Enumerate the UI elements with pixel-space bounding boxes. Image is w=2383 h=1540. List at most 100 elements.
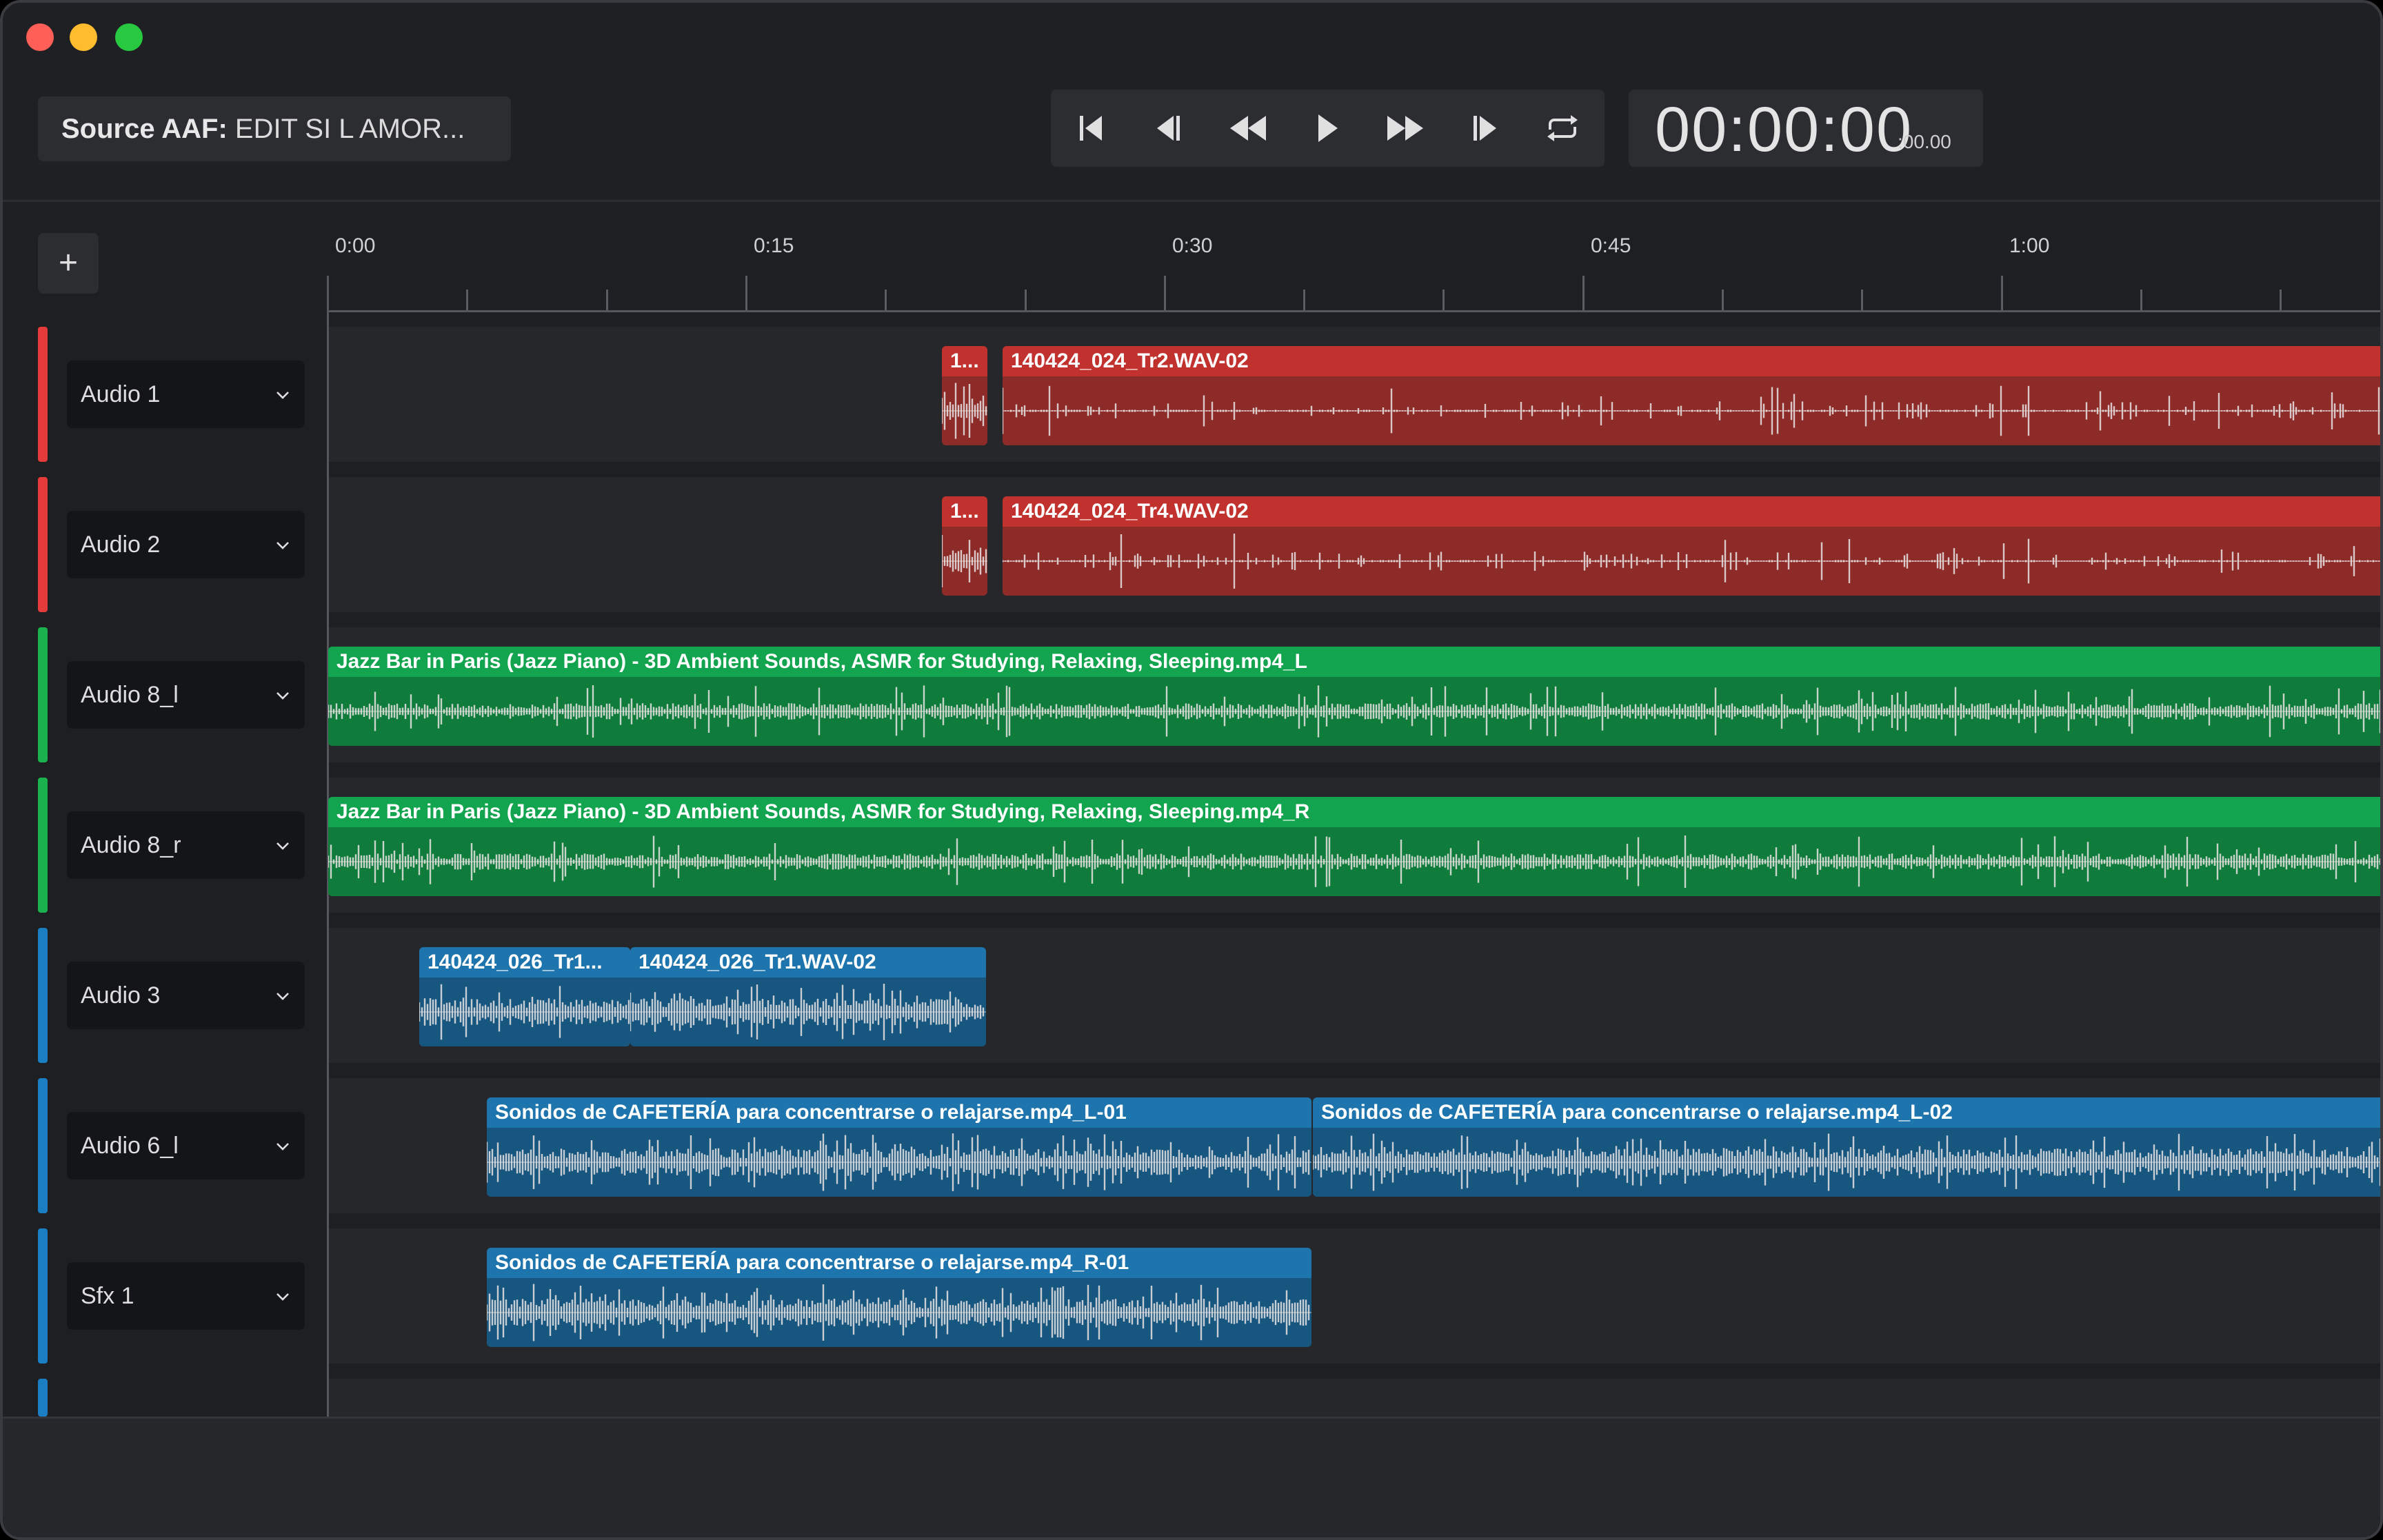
audio-clip[interactable]: 140424_024_Tr2.WAV-02 xyxy=(1003,346,2380,445)
ruler-major-tick xyxy=(745,276,747,312)
timecode-display: 00:00:00 :00.00 xyxy=(1629,90,1983,167)
step-back-icon xyxy=(1157,116,1180,141)
chevron-down-icon xyxy=(276,392,289,399)
play-button[interactable] xyxy=(1306,108,1347,149)
add-track-button[interactable]: + xyxy=(38,233,99,294)
ruler-minor-tick xyxy=(466,290,469,312)
track-color-indicator xyxy=(38,928,48,1063)
ruler-minor-tick xyxy=(2280,290,2282,312)
ruler-minor-tick xyxy=(1722,290,1724,312)
clip-label: 140424_024_Tr4.WAV-02 xyxy=(1003,496,2380,527)
audio-clip[interactable]: Jazz Bar in Paris (Jazz Piano) - 3D Ambi… xyxy=(328,647,2380,746)
track-name-dropdown[interactable]: Audio 3 xyxy=(67,962,305,1029)
ruler-label: 1:00 xyxy=(2009,234,2050,257)
ruler-minor-tick xyxy=(1024,290,1027,312)
rewind-icon xyxy=(1230,116,1266,141)
track-row: Audio 8_l Jazz Bar in Paris (Jazz Piano) … xyxy=(3,627,2380,762)
track-row: Audio 3 140424_026_Tr1... 140424_026_Tr1.W… xyxy=(3,928,2380,1063)
chevron-down-icon xyxy=(276,993,289,1000)
track-name-label: Audio 8_r xyxy=(81,832,181,858)
clip-label: Sonidos de CAFETERÍA para concentrarse o… xyxy=(487,1248,1311,1278)
skip-to-start-button[interactable] xyxy=(1070,108,1112,149)
clip-waveform xyxy=(630,977,986,1046)
clip-waveform xyxy=(942,376,987,445)
track-name-dropdown[interactable]: Audio 2 xyxy=(67,511,305,578)
track-row: Audio 1 1... 140424_024_Tr2.WAV-02 xyxy=(3,327,2380,462)
status-bar xyxy=(3,1417,2380,1537)
track-name-label: Audio 8_l xyxy=(81,682,179,708)
clip-label: 140424_024_Tr2.WAV-02 xyxy=(1003,346,2380,376)
chevron-down-icon xyxy=(276,842,289,850)
track-color-indicator xyxy=(38,477,48,612)
ruler-label: 0:30 xyxy=(1172,234,1213,257)
step-forward-button[interactable] xyxy=(1463,108,1505,149)
toolbar: Source AAF: EDIT SI L AMOR... xyxy=(3,3,2380,202)
audio-clip[interactable]: 1... xyxy=(942,496,987,596)
ruler-minor-tick xyxy=(1303,290,1306,312)
track-name-dropdown[interactable]: Audio 8_r xyxy=(67,811,305,879)
ruler-minor-tick xyxy=(1442,290,1445,312)
track-row: Audio 8_r Jazz Bar in Paris (Jazz Piano) … xyxy=(3,778,2380,913)
audio-clip[interactable]: 140424_026_Tr1.WAV-02 xyxy=(630,947,986,1046)
timeline-start-line xyxy=(327,276,329,1417)
track-name-dropdown[interactable]: Audio 6_l xyxy=(67,1112,305,1179)
ruler-major-tick xyxy=(1582,276,1585,312)
track-lane[interactable] xyxy=(329,1379,2380,1417)
clip-waveform xyxy=(1003,527,2380,596)
clip-waveform xyxy=(487,1128,1311,1197)
track-name-dropdown[interactable]: Audio 1 xyxy=(67,361,305,428)
track-color-indicator xyxy=(38,627,48,762)
track-name-dropdown[interactable]: Audio 8_l xyxy=(67,661,305,729)
clip-label: Sonidos de CAFETERÍA para concentrarse o… xyxy=(1313,1097,2380,1128)
clip-waveform xyxy=(328,827,2380,896)
ruler-baseline xyxy=(327,310,2380,312)
ruler-major-tick xyxy=(2000,276,2003,312)
track-row: Sfx 1 Sonidos de CAFETERÍA para concentra… xyxy=(3,1228,2380,1364)
ruler-minor-tick xyxy=(885,290,887,312)
track-name-label: Audio 6_l xyxy=(81,1133,179,1159)
clip-label: 140424_026_Tr1... xyxy=(419,947,630,977)
timecode-main: 00:00:00 xyxy=(1655,94,1913,165)
audio-clip[interactable]: 1... xyxy=(942,346,987,445)
clip-waveform xyxy=(1313,1128,2380,1197)
clip-label: Jazz Bar in Paris (Jazz Piano) - 3D Ambi… xyxy=(328,797,2380,827)
skip-to-start-icon xyxy=(1080,116,1102,141)
ruler-major-tick xyxy=(1163,276,1166,312)
audio-clip[interactable]: 140424_024_Tr4.WAV-02 xyxy=(1003,496,2380,596)
source-name: EDIT SI L AMOR... xyxy=(234,114,465,144)
clip-label: Sonidos de CAFETERÍA para concentrarse o… xyxy=(487,1097,1311,1128)
play-icon xyxy=(1318,114,1338,142)
fast-forward-icon xyxy=(1387,116,1423,141)
clip-waveform xyxy=(419,977,630,1046)
audio-clip[interactable]: Sonidos de CAFETERÍA para concentrarse o… xyxy=(487,1097,1311,1197)
timecode-sub: :00.00 xyxy=(1898,131,1951,152)
clip-label: 1... xyxy=(942,496,987,527)
track-name-dropdown[interactable]: Sfx 1 xyxy=(67,1262,305,1330)
ruler-label: 0:45 xyxy=(1591,234,1631,257)
loop-button[interactable] xyxy=(1542,108,1583,149)
close-window-button[interactable] xyxy=(26,23,54,51)
source-aaf-field[interactable]: Source AAF: EDIT SI L AMOR... xyxy=(38,97,511,161)
step-back-button[interactable] xyxy=(1149,108,1190,149)
clip-waveform xyxy=(942,527,987,596)
track-name-label: Audio 2 xyxy=(81,531,161,558)
ruler-label: 0:15 xyxy=(754,234,794,257)
zoom-window-button[interactable] xyxy=(115,23,143,51)
track-color-indicator xyxy=(38,778,48,913)
track-color-indicator xyxy=(38,327,48,462)
audio-clip[interactable]: Sonidos de CAFETERÍA para concentrarse o… xyxy=(1313,1097,2380,1197)
transport-controls xyxy=(1051,90,1605,167)
minimize-window-button[interactable] xyxy=(70,23,97,51)
source-label: Source AAF: xyxy=(61,114,228,144)
audio-clip[interactable]: 140424_026_Tr1... xyxy=(419,947,630,1046)
ruler-minor-tick xyxy=(2140,290,2142,312)
clip-waveform xyxy=(487,1278,1311,1347)
rewind-button[interactable] xyxy=(1227,108,1269,149)
track-color-indicator xyxy=(38,1228,48,1364)
fast-forward-button[interactable] xyxy=(1385,108,1426,149)
audio-clip[interactable]: Sonidos de CAFETERÍA para concentrarse o… xyxy=(487,1248,1311,1347)
audio-clip[interactable]: Jazz Bar in Paris (Jazz Piano) - 3D Ambi… xyxy=(328,797,2380,896)
chevron-down-icon xyxy=(276,542,289,549)
ruler-minor-tick xyxy=(1861,290,1864,312)
chevron-down-icon xyxy=(276,692,289,700)
